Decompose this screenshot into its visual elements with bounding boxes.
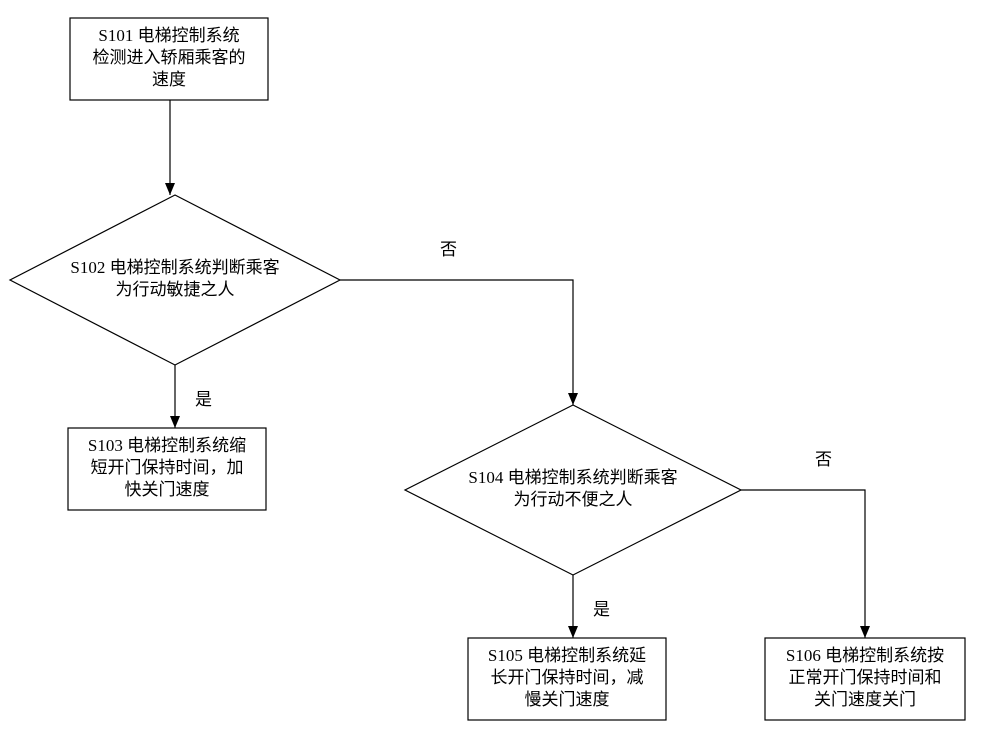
node-s105-line-2: 慢关门速度 [525, 689, 610, 709]
node-s106-line-1: 正常开门保持时间和 [789, 668, 942, 687]
edge-e3 [340, 280, 573, 405]
node-s101-line-0: S101 电梯控制系统 [98, 26, 239, 45]
node-s103-line-0: S103 电梯控制系统缩 [88, 436, 246, 455]
edge-label-e3: 否 [440, 240, 457, 259]
node-s106-line-0: S106 电梯控制系统按 [786, 646, 944, 665]
node-s102-line-0: S102 电梯控制系统判断乘客 [70, 258, 279, 277]
node-s105-line-1: 长开门保持时间，减 [491, 668, 644, 687]
node-s103-line-1: 短开门保持时间，加 [91, 458, 244, 477]
edge-e5 [741, 490, 865, 638]
edge-label-e2: 是 [195, 390, 212, 409]
flowchart-canvas: 是否是否S101 电梯控制系统检测进入轿厢乘客的速度S102 电梯控制系统判断乘… [0, 0, 1000, 746]
edge-label-e4: 是 [593, 600, 610, 619]
node-s106-line-2: 关门速度关门 [814, 690, 916, 709]
edge-label-e5: 否 [815, 450, 832, 469]
edges-group [170, 100, 865, 638]
node-s104-line-0: S104 电梯控制系统判断乘客 [468, 468, 677, 487]
node-s101-line-2: 速度 [152, 70, 186, 89]
node-s101-line-1: 检测进入轿厢乘客的 [93, 48, 246, 67]
shapes-group [10, 18, 965, 720]
node-s105-line-0: S105 电梯控制系统延 [488, 646, 646, 665]
node-s103-line-2: 快关门速度 [125, 480, 210, 499]
node-s102-line-1: 为行动敏捷之人 [116, 280, 235, 299]
text-group: 是否是否S101 电梯控制系统检测进入轿厢乘客的速度S102 电梯控制系统判断乘… [70, 26, 944, 709]
node-s104-line-1: 为行动不便之人 [514, 490, 633, 509]
